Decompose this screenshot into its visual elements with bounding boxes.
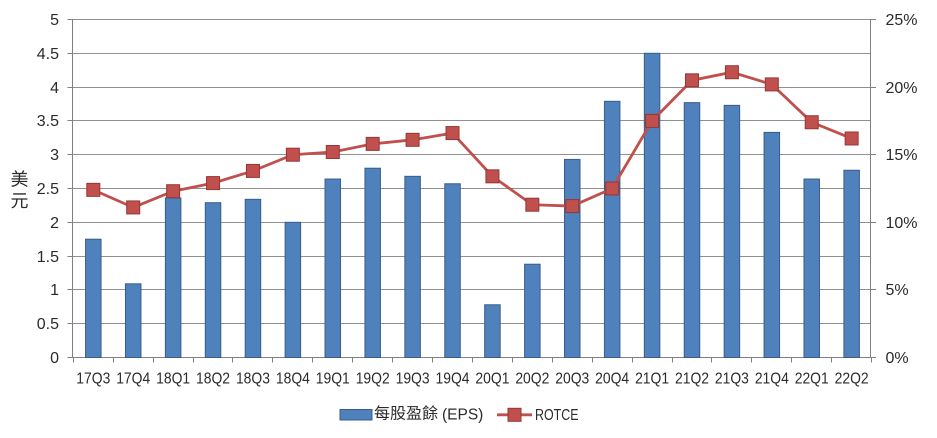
svg-text:21Q4: 21Q4 bbox=[755, 371, 789, 388]
svg-text:18Q3: 18Q3 bbox=[236, 371, 270, 388]
svg-text:0: 0 bbox=[50, 350, 59, 367]
svg-text:25%: 25% bbox=[886, 12, 918, 29]
svg-text:1.5: 1.5 bbox=[37, 249, 59, 266]
svg-text:5: 5 bbox=[50, 12, 59, 29]
svg-text:5%: 5% bbox=[886, 282, 909, 299]
svg-text:10%: 10% bbox=[886, 215, 918, 232]
svg-text:19Q4: 19Q4 bbox=[436, 371, 470, 388]
svg-text:19Q2: 19Q2 bbox=[356, 371, 390, 388]
svg-text:20%: 20% bbox=[886, 80, 918, 97]
svg-text:3.5: 3.5 bbox=[37, 113, 59, 130]
svg-text:18Q1: 18Q1 bbox=[156, 371, 190, 388]
svg-text:ROTCE: ROTCE bbox=[535, 407, 579, 424]
svg-text:0.5: 0.5 bbox=[37, 316, 59, 333]
svg-text:17Q3: 17Q3 bbox=[76, 371, 110, 388]
svg-text:20Q3: 20Q3 bbox=[555, 371, 589, 388]
svg-text:15%: 15% bbox=[886, 147, 918, 164]
svg-text:20Q2: 20Q2 bbox=[515, 371, 549, 388]
svg-text:4: 4 bbox=[50, 80, 59, 97]
svg-text:21Q1: 21Q1 bbox=[635, 371, 669, 388]
svg-text:21Q3: 21Q3 bbox=[715, 371, 749, 388]
svg-text:4.5: 4.5 bbox=[37, 46, 59, 63]
svg-text:19Q3: 19Q3 bbox=[396, 371, 430, 388]
svg-text:22Q1: 22Q1 bbox=[795, 371, 829, 388]
svg-text:20Q1: 20Q1 bbox=[475, 371, 509, 388]
svg-text:22Q2: 22Q2 bbox=[835, 371, 869, 388]
svg-text:3: 3 bbox=[50, 147, 59, 164]
svg-text:0%: 0% bbox=[886, 350, 909, 367]
svg-text:21Q2: 21Q2 bbox=[675, 371, 709, 388]
svg-text:(EPS): (EPS) bbox=[442, 407, 483, 424]
svg-text:18Q2: 18Q2 bbox=[196, 371, 230, 388]
svg-text:1: 1 bbox=[50, 282, 59, 299]
svg-text:20Q4: 20Q4 bbox=[595, 371, 629, 388]
svg-text:2: 2 bbox=[50, 215, 59, 232]
svg-text:19Q1: 19Q1 bbox=[316, 371, 350, 388]
svg-text:18Q4: 18Q4 bbox=[276, 371, 310, 388]
svg-text:2.5: 2.5 bbox=[37, 181, 59, 198]
svg-text:17Q4: 17Q4 bbox=[116, 371, 150, 388]
